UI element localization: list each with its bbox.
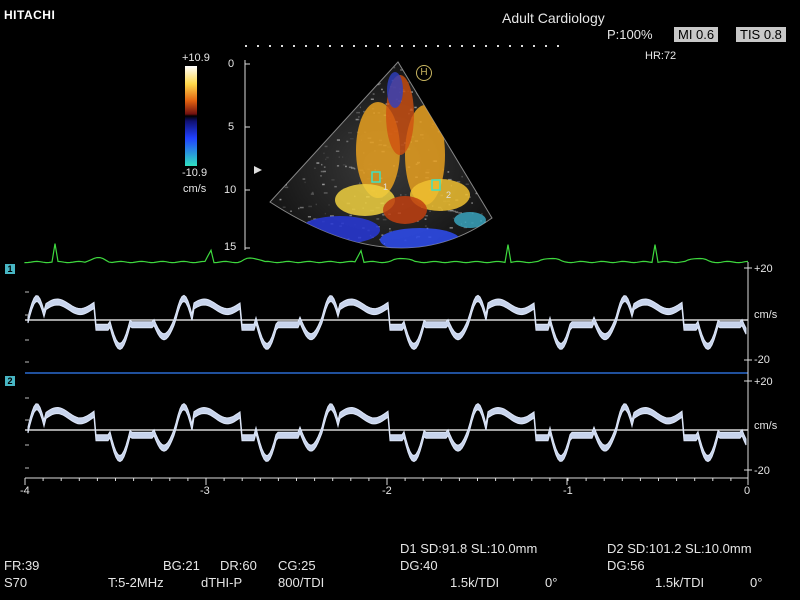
heart-rate: HR:72 bbox=[645, 50, 677, 62]
cg-readout: CG:25 bbox=[278, 558, 316, 573]
d1-angle: 0° bbox=[545, 575, 558, 590]
time-label-minus4: -4 bbox=[20, 485, 30, 497]
tis-readout: TIS 0.8 bbox=[736, 27, 786, 42]
power-readout: P:100% bbox=[607, 27, 653, 42]
sample-label-1: 1 bbox=[383, 182, 389, 192]
trace1-unit: cm/s bbox=[754, 309, 778, 321]
probe-orientation-marker: H bbox=[416, 65, 432, 81]
depth-scale bbox=[244, 60, 250, 250]
color-scale-unit: cm/s bbox=[183, 183, 207, 195]
time-axis bbox=[24, 477, 749, 485]
d1-readout: D1 SD:91.8 SL:10.0mm bbox=[400, 541, 538, 556]
channel-1-badge[interactable]: 1 bbox=[5, 264, 15, 274]
mi-readout: MI 0.6 bbox=[674, 27, 719, 42]
trace1-bottom: -20 bbox=[754, 354, 770, 366]
depth-label-5: 5 bbox=[228, 121, 235, 133]
frame-rate: FR:39 bbox=[4, 558, 40, 573]
d2-angle: 0° bbox=[750, 575, 763, 590]
sample-volume-2[interactable] bbox=[431, 179, 441, 191]
trace2-bottom: -20 bbox=[754, 465, 770, 477]
imaging-mode: dTHI-P bbox=[201, 575, 243, 590]
left-tick-marks bbox=[25, 291, 29, 469]
sample-label-2: 2 bbox=[446, 190, 452, 200]
bg-readout: BG:21 bbox=[163, 558, 200, 573]
focus-marker bbox=[254, 166, 262, 174]
sample-volume-1[interactable] bbox=[371, 171, 381, 183]
d1-prf: 1.5k/TDI bbox=[450, 575, 500, 590]
d2-readout: D2 SD:101.2 SL:10.0mm bbox=[607, 541, 752, 556]
time-label-minus3: -3 bbox=[200, 485, 210, 497]
tdi-trace-2 bbox=[27, 402, 747, 463]
time-label-minus2: -2 bbox=[382, 485, 392, 497]
depth-label-15: 15 bbox=[224, 241, 237, 253]
preset-label: Adult Cardiology bbox=[502, 10, 605, 26]
tdi-setting: 800/TDI bbox=[278, 575, 325, 590]
echo-sector-image bbox=[269, 61, 493, 249]
d1-gain: DG:40 bbox=[400, 558, 438, 573]
trace2-top: +20 bbox=[754, 376, 773, 388]
channel-2-badge[interactable]: 2 bbox=[5, 376, 15, 386]
d2-gain: DG:56 bbox=[607, 558, 645, 573]
lateral-ruler bbox=[245, 45, 559, 47]
dr-readout: DR:60 bbox=[220, 558, 257, 573]
tdi-trace-1 bbox=[27, 294, 747, 350]
time-label-0: 0 bbox=[744, 485, 751, 497]
d2-prf: 1.5k/TDI bbox=[655, 575, 705, 590]
color-velocity-bar bbox=[185, 66, 197, 166]
color-scale-top: +10.9 bbox=[182, 52, 210, 64]
trace2-unit: cm/s bbox=[754, 420, 778, 432]
trace1-top: +20 bbox=[754, 263, 773, 275]
depth-label-10: 10 bbox=[224, 184, 237, 196]
brand-logo: HITACHI bbox=[4, 8, 56, 22]
depth-label-0: 0 bbox=[228, 58, 235, 70]
probe-name: S70 bbox=[4, 575, 28, 590]
probe-frequency: T:5-2MHz bbox=[108, 575, 164, 590]
velocity-scale bbox=[744, 262, 752, 478]
ecg-trace bbox=[24, 243, 749, 264]
time-label-minus1: -1 bbox=[563, 485, 573, 497]
color-scale-bottom: -10.9 bbox=[182, 167, 208, 179]
